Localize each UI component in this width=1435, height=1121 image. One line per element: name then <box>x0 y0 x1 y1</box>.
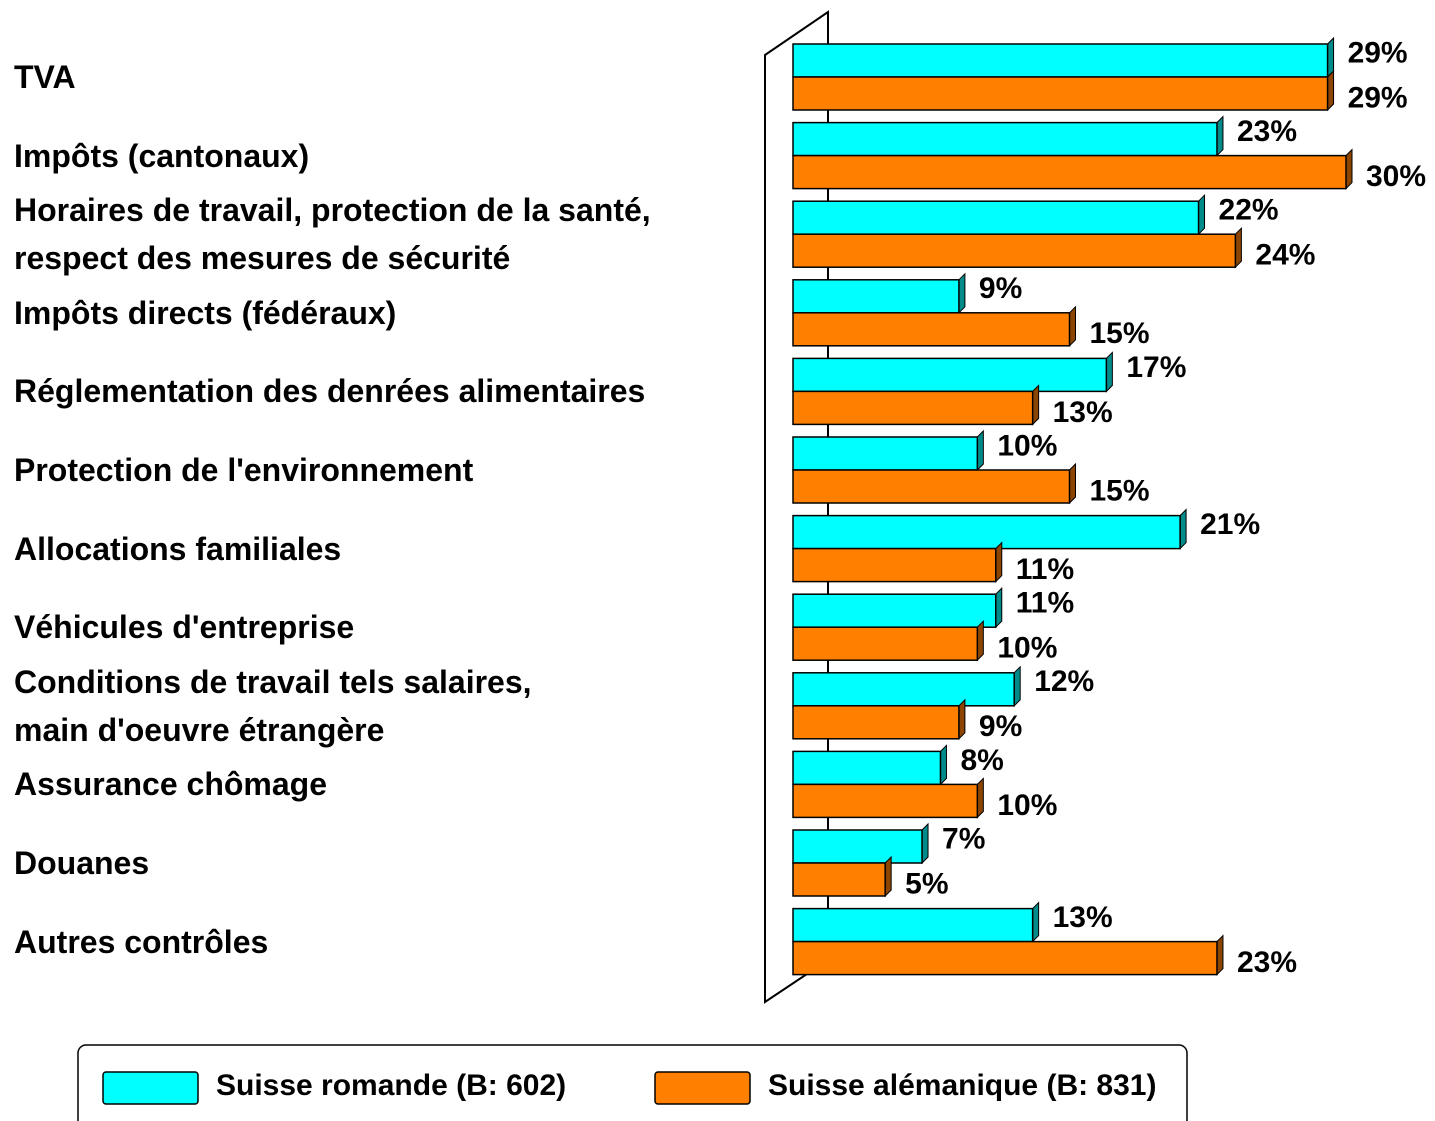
value-label: 15% <box>1090 317 1150 350</box>
category-label: TVA <box>14 59 76 95</box>
bar <box>792 907 1034 943</box>
bar-side <box>958 272 966 315</box>
bar-side <box>1327 69 1335 112</box>
category-label: Impôts directs (fédéraux) <box>14 294 397 331</box>
bar <box>792 750 942 786</box>
bar <box>792 514 1181 550</box>
value-label: 22% <box>1219 194 1279 227</box>
bar <box>792 233 1237 268</box>
value-label: 5% <box>905 867 948 900</box>
category-label: Allocations familiales <box>14 530 342 567</box>
bar-side <box>1032 384 1040 426</box>
bar <box>792 672 1015 707</box>
value-label: 23% <box>1237 946 1297 979</box>
bar <box>792 436 979 471</box>
bar-side <box>1032 901 1040 943</box>
category-label: Protection de l'environnement <box>14 452 474 488</box>
value-label: 12% <box>1034 665 1094 698</box>
bar-side <box>939 744 947 786</box>
category-label: Véhicules d'entreprise <box>14 609 355 646</box>
value-label: 29% <box>1348 81 1408 114</box>
value-label: 30% <box>1366 160 1426 193</box>
bar <box>792 940 1218 976</box>
bar-side <box>1327 36 1335 79</box>
value-label: 21% <box>1200 508 1260 541</box>
bar-side <box>1234 226 1242 269</box>
legend-label: Suisse romande (B: 602) <box>216 1069 566 1102</box>
legend-label: Suisse alémanique (B: 831) <box>768 1069 1156 1102</box>
bar <box>792 593 997 628</box>
value-label: 10% <box>997 429 1057 462</box>
bar <box>792 76 1329 111</box>
value-label: 23% <box>1237 115 1297 148</box>
bar-side <box>1179 508 1187 550</box>
bar-side <box>884 855 892 898</box>
category-label: Impôts (cantonaux) <box>14 137 310 174</box>
bar <box>792 626 979 661</box>
value-label: 29% <box>1348 36 1408 69</box>
value-label: 17% <box>1126 351 1186 384</box>
bar <box>792 312 1071 347</box>
value-label: 10% <box>997 789 1057 822</box>
value-label: 24% <box>1255 239 1315 272</box>
bar-side <box>995 586 1003 629</box>
category-label: Assurance chômage <box>14 766 328 803</box>
bar-side <box>958 698 966 741</box>
category-label: Conditions de travail tels salaires, mai… <box>14 663 532 748</box>
bar-side <box>1216 115 1224 157</box>
value-label: 10% <box>997 632 1057 665</box>
value-label: 11% <box>1016 587 1074 620</box>
category-label: Réglementation des denrées alimentaires <box>14 373 646 410</box>
category-label: Autres contrôles <box>14 923 269 960</box>
value-label: 13% <box>1053 901 1113 934</box>
bar <box>792 200 1200 235</box>
value-label: 13% <box>1053 396 1113 429</box>
legend-box <box>77 1044 1188 1121</box>
value-label: 8% <box>960 744 1003 777</box>
bar <box>792 154 1347 190</box>
bar-side <box>921 822 929 865</box>
bar-side <box>1105 351 1113 393</box>
value-label: 9% <box>979 272 1022 305</box>
bar <box>792 390 1034 426</box>
bar <box>792 783 979 819</box>
value-label: 9% <box>979 710 1022 743</box>
bar <box>792 43 1329 78</box>
bar <box>792 547 997 583</box>
value-label: 11% <box>1016 553 1074 586</box>
bar-side <box>1069 462 1076 505</box>
bar-side <box>976 429 984 472</box>
legend-swatch <box>654 1071 751 1105</box>
value-label: 7% <box>942 822 985 855</box>
bar-side <box>995 541 1003 583</box>
value-label: 15% <box>1090 474 1150 507</box>
bar <box>792 121 1218 157</box>
bar <box>792 829 923 864</box>
bar-side <box>1216 934 1224 976</box>
bar <box>792 469 1071 504</box>
bar-side <box>1013 665 1021 708</box>
bar-side <box>976 619 984 662</box>
category-label: Horaires de travail, protection de la sa… <box>14 192 651 277</box>
legend-swatch <box>102 1071 199 1105</box>
bar <box>792 705 960 740</box>
bar-side <box>1198 193 1206 236</box>
bar <box>792 279 960 314</box>
bar-side <box>976 777 984 819</box>
category-label: Douanes <box>14 845 150 881</box>
bar <box>792 862 886 897</box>
bar <box>792 357 1108 393</box>
bar-side <box>1345 148 1353 190</box>
bar-side <box>1069 305 1076 348</box>
